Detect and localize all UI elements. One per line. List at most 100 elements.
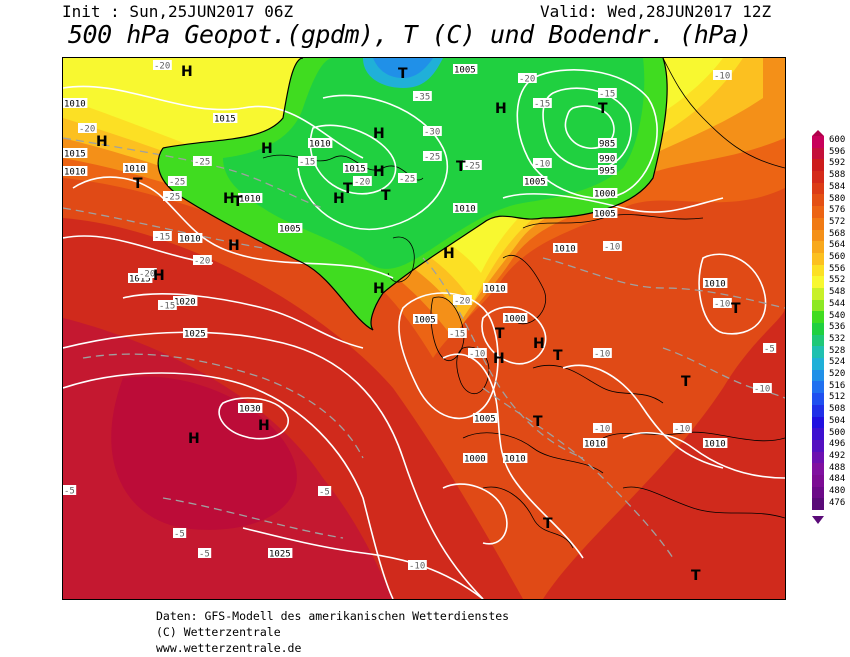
legend-label: 516 — [829, 380, 846, 391]
pressure-label-box — [523, 176, 548, 186]
high-pressure-marker: H — [188, 431, 200, 447]
temperature-label-box — [168, 176, 187, 186]
temperature-label: -5 — [64, 487, 75, 497]
temperature-label: -20 — [354, 178, 370, 188]
legend-label: 552 — [829, 275, 846, 286]
legend-label: 540 — [829, 310, 846, 321]
pressure-label: 1010 — [64, 168, 86, 178]
isobars — [63, 69, 785, 599]
contour-552 — [157, 58, 668, 331]
temperature-label: -20 — [79, 125, 95, 135]
temperature-label: -15 — [534, 100, 550, 110]
legend-swatch — [812, 323, 824, 335]
pressure-label-box — [583, 438, 608, 448]
low-pressure-marker: T — [543, 516, 553, 532]
temperature-label-box — [193, 255, 212, 265]
pressure-label-box — [593, 188, 618, 198]
temperature-label-box — [468, 348, 487, 358]
low-pressure-marker: T — [343, 181, 353, 197]
legend-swatch — [812, 474, 824, 487]
temperature-label-box — [763, 343, 777, 353]
legend-swatch — [812, 439, 824, 452]
legend-swatch — [812, 369, 824, 382]
legend-label: 572 — [829, 216, 846, 227]
temperature-label-box — [423, 126, 442, 136]
legend-label: 484 — [829, 474, 846, 485]
pressure-label-box — [123, 163, 148, 173]
footer-copyright: (C) Wetterzentrale — [156, 625, 281, 639]
temperature-label-box — [163, 191, 182, 201]
high-pressure-marker: H — [443, 246, 455, 262]
pressure-label: 1015 — [64, 150, 86, 160]
temperature-label: -10 — [534, 160, 550, 170]
pressure-label-box — [413, 314, 438, 324]
temperature-label: -25 — [424, 153, 440, 163]
low-pressure-marker: T — [533, 414, 543, 430]
temperature-label-box — [193, 156, 212, 166]
pressure-label: 1000 — [594, 190, 616, 200]
low-pressure-marker: T — [598, 101, 608, 117]
low-pressure-marker: T — [495, 326, 505, 342]
pressure-label-box — [703, 278, 728, 288]
legend-label: 536 — [829, 322, 846, 333]
legend-swatch — [812, 486, 824, 499]
legend-label: 496 — [829, 439, 846, 450]
pressure-label-box — [503, 313, 528, 323]
temperature-label-box — [153, 60, 172, 70]
color-legend: 600 596 592 588 584 580 576 572 568 564 560 556 552 5… — [812, 135, 845, 510]
pressure-label: 1010 — [179, 235, 201, 245]
temperature-label: -25 — [399, 175, 415, 185]
high-pressure-marker: H — [373, 164, 385, 180]
legend-swatch — [812, 287, 824, 300]
legend-label: 520 — [829, 369, 846, 379]
legend-swatch — [812, 346, 824, 359]
init-time: Init : Sun,25JUN2017 06Z — [62, 2, 294, 21]
pressure-label: 1010 — [309, 140, 331, 150]
field-warmest-core — [111, 376, 297, 530]
temperature-label-box — [423, 151, 442, 161]
temperature-label-box — [173, 528, 187, 538]
temperature-label: -5 — [174, 530, 185, 540]
legend-swatch — [812, 498, 824, 510]
pressure-label-box — [503, 453, 528, 463]
low-pressure-marker: T — [456, 159, 466, 175]
temperature-label-box — [448, 328, 467, 338]
legend-label: 588 — [829, 170, 846, 181]
temperature-label-box — [713, 70, 732, 80]
pressure-label-box — [308, 138, 333, 148]
legend-swatch — [812, 171, 824, 183]
pressure-label-box — [483, 283, 508, 293]
legend-label: 528 — [829, 345, 846, 356]
temperature-label-box — [463, 160, 482, 170]
pressure-label: 1010 — [504, 455, 526, 465]
legend-swatch — [812, 136, 824, 148]
legend-label: 560 — [829, 252, 846, 262]
temperature-labels: -20-20-25-25-25-35-30-25-25-25-20-15-15-… — [63, 60, 777, 572]
pressure-label-box — [598, 138, 617, 148]
legend-label: 512 — [829, 392, 846, 403]
legend-label: 500 — [829, 427, 846, 438]
map-title: 500 hPa Geopot.(gpdm), T (C) und Bodendr… — [68, 20, 752, 49]
temperature-label: -15 — [449, 330, 465, 340]
temperature-label: -25 — [164, 193, 180, 203]
pressure-label-box — [553, 243, 578, 253]
temperature-label: -20 — [194, 257, 210, 267]
pressure-label: 1010 — [454, 205, 476, 215]
pressure-label-box — [593, 208, 618, 218]
legend-label: 600 — [829, 135, 846, 145]
pressure-label: 1010 — [239, 195, 261, 205]
high-pressure-marker: H — [533, 336, 545, 352]
high-pressure-marker: H — [493, 351, 505, 367]
temperature-label: -15 — [159, 302, 175, 312]
legend-label: 548 — [829, 287, 846, 298]
temperature-label: -5 — [764, 345, 775, 355]
pressure-label: 1000 — [464, 455, 486, 465]
legend-label: 508 — [829, 404, 846, 415]
temperature-label-box — [398, 173, 417, 183]
temperature-label: -10 — [754, 385, 770, 395]
high-pressure-marker: H — [373, 281, 385, 297]
temperature-label: -35 — [414, 93, 430, 103]
legend-swatch — [812, 264, 824, 277]
temperature-label: -20 — [519, 75, 535, 85]
